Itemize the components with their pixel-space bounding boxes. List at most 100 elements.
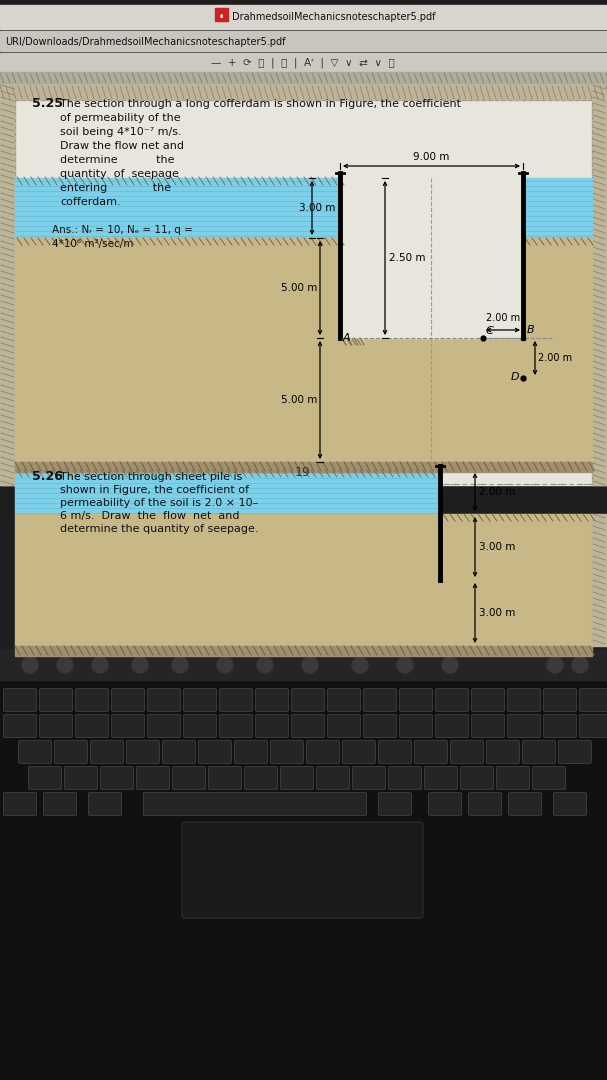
Text: D: D xyxy=(511,372,520,382)
Text: URI/Downloads/DrahmedsoilMechanicsnoteschapter5.pdf: URI/Downloads/DrahmedsoilMechanicsnotesc… xyxy=(5,37,285,48)
FancyBboxPatch shape xyxy=(399,715,433,738)
Text: 19: 19 xyxy=(295,467,311,480)
Circle shape xyxy=(22,657,38,673)
Text: ii: ii xyxy=(219,13,223,18)
FancyBboxPatch shape xyxy=(307,741,339,764)
FancyBboxPatch shape xyxy=(580,689,607,712)
FancyBboxPatch shape xyxy=(316,767,350,789)
Text: B: B xyxy=(527,325,535,335)
FancyBboxPatch shape xyxy=(415,741,447,764)
FancyBboxPatch shape xyxy=(126,741,160,764)
FancyBboxPatch shape xyxy=(291,689,325,712)
Circle shape xyxy=(302,657,318,673)
Circle shape xyxy=(217,657,233,673)
Text: 5.25: 5.25 xyxy=(32,97,63,110)
FancyBboxPatch shape xyxy=(137,767,169,789)
FancyBboxPatch shape xyxy=(580,715,607,738)
FancyBboxPatch shape xyxy=(183,715,217,738)
FancyBboxPatch shape xyxy=(220,689,253,712)
FancyBboxPatch shape xyxy=(435,689,469,712)
FancyBboxPatch shape xyxy=(450,741,484,764)
Bar xyxy=(15,514,440,646)
FancyBboxPatch shape xyxy=(143,793,177,815)
Circle shape xyxy=(352,657,368,673)
Bar xyxy=(15,178,340,238)
FancyBboxPatch shape xyxy=(208,767,242,789)
FancyBboxPatch shape xyxy=(353,767,385,789)
FancyBboxPatch shape xyxy=(429,793,461,815)
Text: permeability of the soil is 2.0 × 10–: permeability of the soil is 2.0 × 10– xyxy=(60,498,258,508)
FancyBboxPatch shape xyxy=(342,741,376,764)
FancyBboxPatch shape xyxy=(198,741,231,764)
FancyBboxPatch shape xyxy=(163,741,195,764)
Bar xyxy=(0,53,607,71)
Circle shape xyxy=(57,657,73,673)
Circle shape xyxy=(132,657,148,673)
Circle shape xyxy=(172,657,188,673)
Bar xyxy=(0,5,607,29)
Text: shown in Figure, the coefficient of: shown in Figure, the coefficient of xyxy=(60,485,249,495)
FancyBboxPatch shape xyxy=(112,689,144,712)
FancyBboxPatch shape xyxy=(507,715,540,738)
FancyBboxPatch shape xyxy=(509,793,541,815)
Bar xyxy=(0,31,607,51)
Circle shape xyxy=(92,657,108,673)
FancyBboxPatch shape xyxy=(507,689,540,712)
FancyBboxPatch shape xyxy=(543,715,577,738)
FancyBboxPatch shape xyxy=(399,689,433,712)
Text: 2.50 m: 2.50 m xyxy=(389,253,426,264)
FancyBboxPatch shape xyxy=(148,689,180,712)
Circle shape xyxy=(547,657,563,673)
Text: —  +  ⟳  ⬛  |  ⬛  |  Aʳ  |  ▽  ∨  ⇄  ∨  ⭘: — + ⟳ ⬛ | ⬛ | Aʳ | ▽ ∨ ⇄ ∨ ⭘ xyxy=(211,57,395,68)
FancyBboxPatch shape xyxy=(554,793,586,815)
Bar xyxy=(15,646,592,656)
Text: Ans.: Nᵣ = 10, Nₑ = 11, q =: Ans.: Nᵣ = 10, Nₑ = 11, q = xyxy=(52,225,193,235)
FancyBboxPatch shape xyxy=(523,741,555,764)
FancyBboxPatch shape xyxy=(75,715,109,738)
FancyBboxPatch shape xyxy=(4,793,36,815)
Text: determine           the: determine the xyxy=(60,156,174,165)
Bar xyxy=(523,178,592,238)
Text: entering             the: entering the xyxy=(60,183,171,193)
Text: Draw the flow net and: Draw the flow net and xyxy=(60,141,184,151)
Text: A: A xyxy=(343,333,351,343)
FancyBboxPatch shape xyxy=(469,793,501,815)
Text: 9.00 m: 9.00 m xyxy=(413,152,450,162)
Text: The section through a long cofferdam is shown in Figure, the coefficient: The section through a long cofferdam is … xyxy=(60,99,461,109)
Text: cofferdam.: cofferdam. xyxy=(60,197,121,207)
FancyBboxPatch shape xyxy=(472,689,504,712)
FancyBboxPatch shape xyxy=(388,767,421,789)
FancyBboxPatch shape xyxy=(143,793,367,815)
FancyBboxPatch shape xyxy=(256,689,288,712)
FancyBboxPatch shape xyxy=(89,793,121,815)
Text: C: C xyxy=(486,326,493,336)
Text: 3.00 m: 3.00 m xyxy=(479,542,515,552)
Bar xyxy=(15,238,340,462)
FancyBboxPatch shape xyxy=(75,689,109,712)
Bar xyxy=(0,85,15,485)
Bar xyxy=(523,238,592,462)
FancyBboxPatch shape xyxy=(379,793,412,815)
FancyBboxPatch shape xyxy=(55,741,87,764)
FancyBboxPatch shape xyxy=(183,689,217,712)
FancyBboxPatch shape xyxy=(461,767,493,789)
Text: 2.00 m: 2.00 m xyxy=(479,487,515,497)
Text: 2.00 m: 2.00 m xyxy=(538,353,572,363)
FancyBboxPatch shape xyxy=(486,741,520,764)
Bar xyxy=(0,685,607,985)
Bar xyxy=(340,338,523,462)
FancyBboxPatch shape xyxy=(29,767,61,789)
FancyBboxPatch shape xyxy=(148,715,180,738)
Bar xyxy=(0,0,607,660)
FancyBboxPatch shape xyxy=(328,715,361,738)
Bar xyxy=(0,72,607,84)
FancyBboxPatch shape xyxy=(18,741,52,764)
Text: of permeability of the: of permeability of the xyxy=(60,113,181,123)
FancyBboxPatch shape xyxy=(90,741,123,764)
FancyBboxPatch shape xyxy=(379,741,412,764)
FancyBboxPatch shape xyxy=(39,689,72,712)
FancyBboxPatch shape xyxy=(435,715,469,738)
FancyBboxPatch shape xyxy=(497,767,529,789)
FancyBboxPatch shape xyxy=(220,715,253,738)
Bar xyxy=(215,8,228,21)
